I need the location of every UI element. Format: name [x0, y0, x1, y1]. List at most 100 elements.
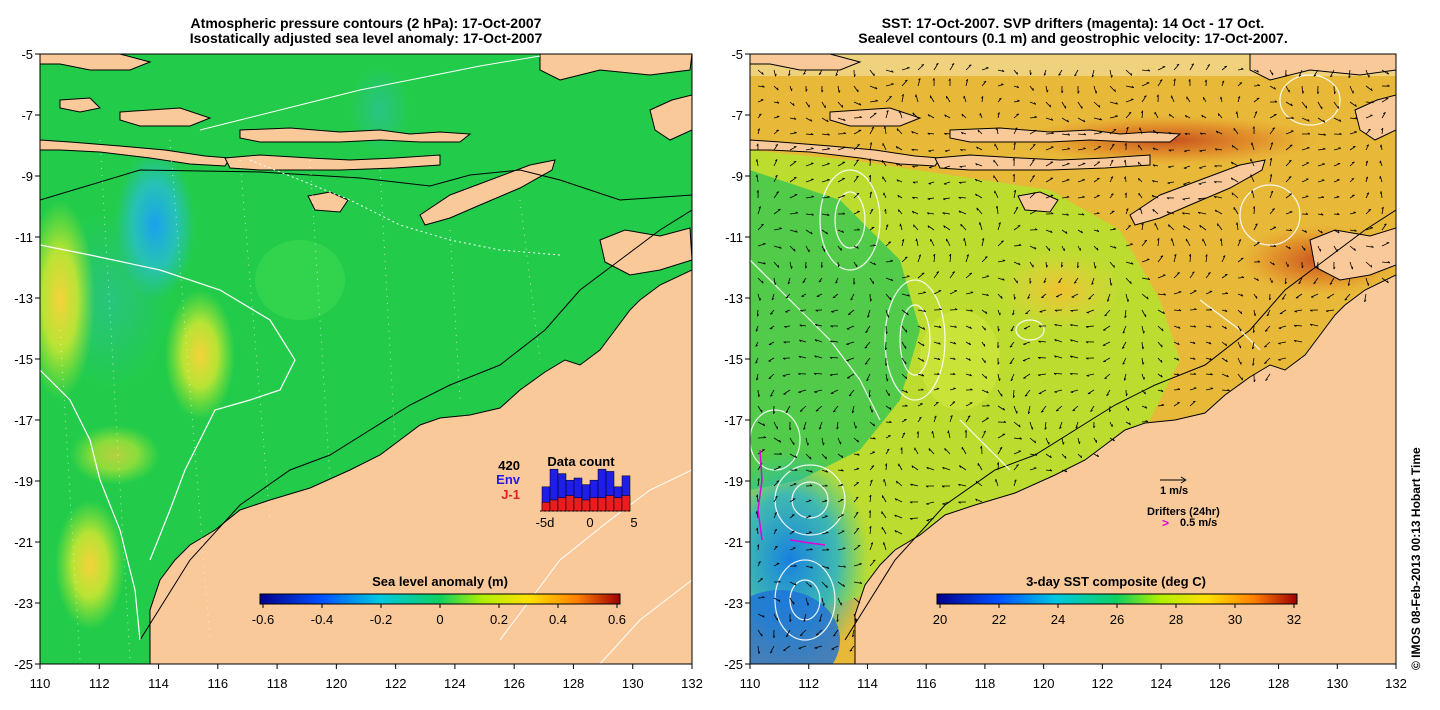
velocity-arrow — [853, 468, 860, 471]
velocity-arrowhead — [1126, 126, 1129, 130]
velocity-arrow — [773, 437, 781, 443]
velocity-arrow — [1125, 421, 1131, 426]
velocity-arrow — [869, 451, 876, 455]
drifters-label: Drifters (24hr) — [1147, 506, 1220, 518]
velocity-arrow — [1154, 222, 1159, 231]
velocity-arrow — [837, 161, 846, 167]
velocity-arrow — [910, 483, 919, 487]
velocity-arrow — [818, 421, 823, 430]
velocity-arrow — [1072, 405, 1079, 412]
velocity-arrowhead — [1168, 166, 1171, 169]
velocity-arrowhead — [871, 126, 875, 129]
velocity-arrowhead — [777, 87, 779, 91]
velocity-arrowhead — [867, 315, 870, 318]
velocity-arrow — [949, 271, 956, 279]
velocity-arrow — [783, 389, 791, 395]
velocity-arrow — [1109, 421, 1113, 428]
velocity-arrowhead — [1231, 145, 1234, 148]
velocity-arrow — [1109, 159, 1114, 167]
velocity-arrowhead — [1177, 373, 1180, 376]
velocity-arrowhead — [809, 456, 812, 460]
velocity-arrowhead — [1018, 262, 1021, 266]
velocity-arrow — [782, 373, 791, 377]
velocity-arrow — [1205, 357, 1212, 361]
lon-tick-label: 130 — [622, 676, 644, 691]
velocity-arrowhead — [1178, 309, 1182, 312]
velocity-arrowhead — [1010, 329, 1014, 332]
velocity-arrowhead — [997, 362, 1000, 365]
velocity-arrowhead — [1016, 85, 1020, 89]
velocity-arrow — [917, 254, 922, 263]
velocity-arrow — [1252, 325, 1255, 333]
velocity-arrow — [1109, 277, 1112, 286]
velocity-arrow — [836, 613, 839, 622]
velocity-arrowhead — [918, 78, 921, 81]
velocity-arrow — [773, 261, 780, 268]
velocity-arrow — [981, 417, 989, 423]
velocity-arrow — [1152, 208, 1159, 215]
velocity-arrow — [805, 162, 814, 167]
velocity-arrow — [965, 341, 971, 346]
velocity-arrowhead — [814, 647, 818, 649]
velocity-arrow — [837, 437, 841, 445]
velocity-arrow — [869, 405, 873, 413]
velocity-arrow — [1217, 223, 1223, 231]
velocity-arrowhead — [928, 183, 932, 185]
velocity-arrow — [1365, 227, 1373, 231]
velocity-arrowhead — [1070, 339, 1073, 342]
velocity-arrowhead — [838, 264, 840, 268]
velocity-arrow — [1333, 147, 1342, 151]
velocity-arrowhead — [918, 416, 922, 419]
velocity-arrow — [803, 613, 807, 622]
velocity-arrowhead — [907, 66, 910, 69]
velocity-arrowhead — [856, 159, 859, 162]
velocity-arrow — [1023, 373, 1031, 379]
velocity-arrow — [805, 179, 814, 183]
velocity-arrowhead — [819, 427, 822, 430]
lon-tick-label: 112 — [89, 676, 110, 691]
inset-bars — [541, 468, 631, 512]
velocity-arrowhead — [1199, 167, 1202, 169]
velocity-arrow — [1171, 238, 1175, 247]
velocity-arrow — [1317, 196, 1324, 199]
velocity-arrow — [1364, 293, 1367, 302]
velocity-arrow — [961, 113, 967, 119]
velocity-arrow — [1125, 208, 1129, 215]
velocity-arrow — [1381, 128, 1384, 135]
velocity-arrow — [789, 117, 797, 120]
velocity-arrow — [981, 309, 988, 314]
velocity-arrowhead — [1086, 375, 1090, 377]
velocity-arrow — [1182, 197, 1191, 200]
velocity-arrow — [1013, 190, 1017, 199]
velocity-arrow — [944, 165, 951, 169]
velocity-arrow — [885, 224, 889, 231]
velocity-arrowhead — [1256, 70, 1259, 73]
velocity-arrow — [1071, 293, 1079, 298]
velocity-arrow — [1109, 210, 1115, 215]
velocity-arrow — [853, 245, 859, 249]
velocity-arrowhead — [1272, 262, 1275, 266]
right-flores-island — [934, 154, 1151, 171]
velocity-arrow — [1349, 212, 1356, 215]
velocity-arrow — [771, 293, 775, 301]
velocity-arrow — [916, 238, 919, 247]
velocity-arrowhead — [1240, 311, 1243, 314]
velocity-arrow — [928, 448, 935, 455]
velocity-arrow — [1045, 469, 1052, 472]
velocity-arrowhead — [1235, 111, 1238, 115]
velocity-arrow — [1152, 147, 1159, 151]
velocity-arrowhead — [807, 603, 809, 606]
velocity-arrowhead — [1370, 88, 1373, 91]
velocity-arrowhead — [1049, 104, 1052, 108]
velocity-arrowhead — [1046, 264, 1048, 268]
velocity-arrow — [1109, 437, 1115, 442]
velocity-arrow — [1109, 261, 1115, 268]
velocity-arrowhead — [894, 514, 897, 518]
velocity-arrow — [1153, 129, 1159, 135]
velocity-arrowhead — [1293, 340, 1297, 343]
velocity-arrow — [946, 238, 951, 247]
velocity-arrow — [789, 245, 796, 252]
velocity-arrowhead — [958, 210, 961, 214]
velocity-arrow — [942, 466, 951, 471]
velocity-arrow — [944, 114, 951, 119]
